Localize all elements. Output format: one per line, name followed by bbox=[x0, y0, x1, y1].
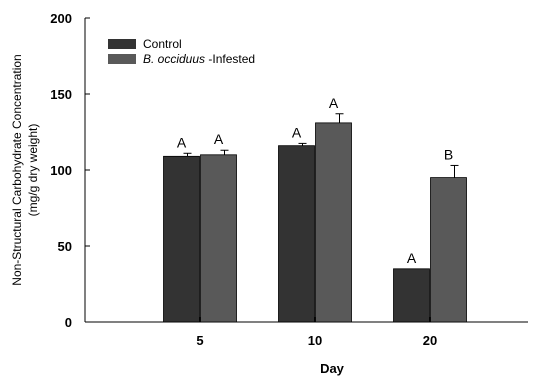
bar bbox=[430, 177, 467, 323]
bar bbox=[393, 268, 430, 323]
y-tick-label: 200 bbox=[50, 11, 72, 26]
error-bars bbox=[183, 113, 459, 178]
y-axis-title-line2: (mg/g dry weight) bbox=[26, 124, 40, 217]
plot-area: 0 50 100 150 200 5 10 20 A A A A A B bbox=[50, 11, 528, 348]
x-axis-title: Day bbox=[320, 361, 345, 376]
significance-label: A bbox=[407, 250, 417, 266]
significance-label: A bbox=[177, 134, 187, 150]
legend-label-infested-suffix: -Infested bbox=[205, 52, 255, 66]
bar bbox=[163, 155, 200, 323]
x-tick-label: 5 bbox=[196, 333, 203, 348]
y-tick-label: 0 bbox=[65, 315, 72, 330]
bars bbox=[163, 122, 467, 323]
y-tick-label: 50 bbox=[58, 239, 72, 254]
y-axis-title-line1: Non-Structural Carbohydrate Concentratio… bbox=[10, 54, 24, 285]
x-tick-label: 20 bbox=[423, 333, 437, 348]
significance-labels: A A A A A B bbox=[177, 95, 453, 266]
significance-label: B bbox=[444, 146, 453, 162]
legend-swatch-infested bbox=[108, 54, 136, 64]
significance-label: A bbox=[329, 95, 339, 111]
y-ticks: 0 50 100 150 200 bbox=[50, 11, 90, 330]
significance-label: A bbox=[214, 131, 224, 147]
bar bbox=[278, 145, 315, 323]
legend-label-control: Control bbox=[143, 37, 182, 51]
x-ticks: 5 10 20 bbox=[196, 317, 437, 348]
legend-swatch-control bbox=[108, 39, 136, 49]
legend-label-infested: B. occiduus -Infested bbox=[143, 52, 255, 66]
legend: Control B. occiduus -Infested bbox=[108, 37, 255, 66]
legend-label-infested-italic: B. occiduus bbox=[143, 52, 205, 66]
y-tick-label: 150 bbox=[50, 87, 72, 102]
x-tick-label: 10 bbox=[308, 333, 322, 348]
bar bbox=[200, 154, 237, 323]
significance-label: A bbox=[292, 124, 302, 140]
bar bbox=[315, 122, 352, 323]
y-tick-label: 100 bbox=[50, 163, 72, 178]
